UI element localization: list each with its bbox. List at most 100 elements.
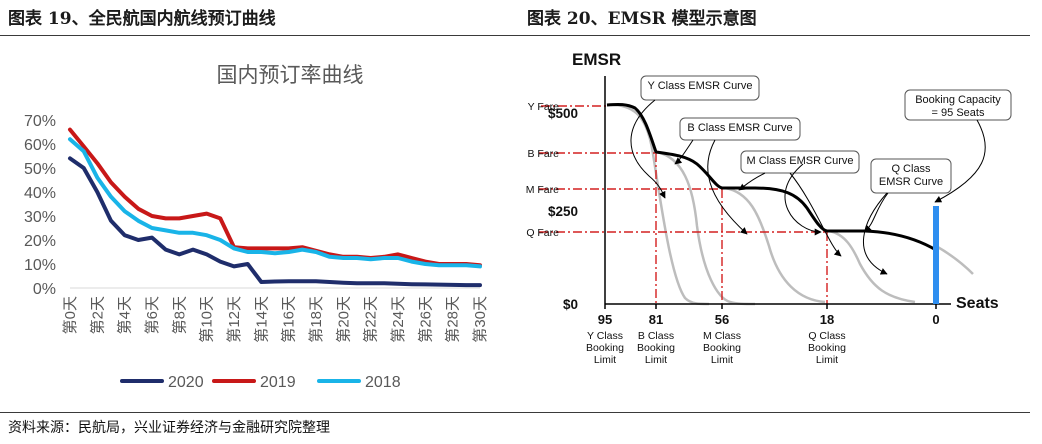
legend-label-2020: 2020 — [168, 374, 204, 391]
legend-label-2019: 2019 — [260, 374, 296, 391]
series-line-2018 — [68, 137, 482, 269]
y-tick-label: 20% — [24, 233, 56, 250]
x-tick-label: 第24天 — [389, 296, 407, 343]
emsr-y-tick-label: $0 — [563, 297, 578, 312]
y-tick-label: 70% — [24, 113, 56, 130]
booking-limit-label: Booking — [637, 342, 675, 354]
series-line-2020 — [68, 156, 482, 288]
x-tick-label: 第20天 — [334, 296, 352, 343]
callout-m-box — [740, 150, 860, 174]
booking-limit-label: Y Class — [587, 330, 623, 342]
callout-capacity-text: = 95 Seats — [932, 107, 985, 119]
callout-b-text: B Class EMSR Curve — [687, 122, 792, 134]
fare-label: M Fare — [526, 184, 559, 196]
callout-b-box — [679, 117, 801, 141]
callout-y-text: Y Class EMSR Curve — [648, 80, 753, 92]
x-tick-label: 第26天 — [416, 296, 434, 343]
figure-19-title: 图表 19、全民航国内航线预订曲线 — [8, 9, 276, 29]
emsr-chart: EMSR Y Class EMSR Curve B Class EMSR Curv… — [515, 36, 1042, 412]
callout-q-box — [870, 158, 952, 194]
fare-label: B Fare — [527, 148, 559, 160]
y-tick-label: 0% — [33, 281, 56, 298]
callout-capacity-text: Booking Capacity — [915, 94, 1001, 106]
callout-arrow-3 — [738, 172, 766, 191]
callout-arrow-5 — [784, 163, 822, 236]
callout-arrow-1 — [674, 139, 694, 165]
booking-curve-svg: 国内预订率曲线 0% 10% 20% 30% 40% 50% 60% 70% 第0天 第2天 第4… — [24, 64, 489, 391]
booking-seat-label: 56 — [715, 312, 729, 327]
x-tick-label: 第18天 — [307, 296, 325, 343]
fare-label: Y Fare — [528, 101, 559, 113]
x-tick-label: 第12天 — [225, 296, 243, 343]
emsr-labels: Y Fare B Fare M Fare Q Fare $500 $250 $0 95 Y Cl… — [526, 101, 999, 366]
x-tick-label: 第10天 — [198, 296, 216, 343]
x-tick-label: 第16天 — [280, 296, 298, 343]
booking-curve-chart: 国内预订率曲线 0% 10% 20% 30% 40% 50% 60% 70% 第0天 第2天 第4… — [0, 36, 515, 412]
fare-guide-lines — [539, 105, 828, 304]
callout-y-box — [640, 75, 760, 101]
x-tick-label: 第22天 — [362, 296, 380, 343]
booking-limit-label: Limit — [711, 354, 733, 366]
class-curve-0 — [606, 103, 710, 306]
emsr-title: EMSR — [572, 50, 621, 69]
emsr-y-tick-label: $250 — [548, 204, 578, 219]
class-emsr-curves — [606, 103, 974, 306]
booking-limit-label: Q Class — [808, 330, 845, 342]
legend: 2020 2019 2018 — [120, 374, 401, 391]
plot-lines — [68, 127, 482, 288]
emsr-y-tick-label: $500 — [548, 106, 578, 121]
emsr-svg: EMSR Y Class EMSR Curve B Class EMSR Curv… — [526, 50, 1012, 366]
y-tick-label: 40% — [24, 185, 56, 202]
y-axis: 0% 10% 20% 30% 40% 50% 60% 70% — [24, 113, 56, 298]
callout-arrow-4 — [789, 172, 842, 257]
chart-title: 国内预订率曲线 — [217, 64, 364, 87]
figure-20-title: 图表 20、EMSR 模型示意图 — [527, 9, 757, 29]
series-line-2019 — [68, 127, 482, 268]
callout-arrow-8 — [934, 119, 986, 203]
source-note: 资料来源：民航局，兴业证券经济与金融研究院整理 — [8, 420, 330, 436]
callout-arrow-7 — [862, 192, 888, 275]
x-tick-label: 第30天 — [471, 296, 489, 343]
y-tick-label: 50% — [24, 161, 56, 178]
x-tick-label: 第4天 — [116, 296, 134, 334]
fare-label: Q Fare — [526, 227, 559, 239]
booking-limit-label: B Class — [638, 330, 674, 342]
booking-seat-label: 95 — [598, 312, 612, 327]
emsr-axes — [604, 76, 951, 309]
callout-capacity-box — [904, 89, 1012, 121]
callout-q-text: EMSR Curve — [879, 176, 943, 188]
booking-limit-label: Limit — [594, 354, 616, 366]
x-tick-label: 第2天 — [88, 296, 106, 334]
x-tick-label: 第28天 — [444, 296, 462, 343]
y-tick-label: 10% — [24, 257, 56, 274]
composite-emsr-curve — [606, 102, 939, 304]
booking-seat-label: 0 — [932, 312, 939, 327]
emsr-x-axis-label: Seats — [956, 295, 999, 312]
legend-label-2018: 2018 — [365, 374, 401, 391]
callout-arrow-0 — [630, 99, 666, 199]
y-tick-label: 60% — [24, 137, 56, 154]
x-tick-label: 第14天 — [252, 296, 270, 343]
x-tick-label: 第0天 — [61, 296, 79, 334]
booking-limit-label: M Class — [703, 330, 741, 342]
callout-q-text: Q Class — [891, 163, 931, 175]
top-rule — [0, 35, 1030, 36]
x-tick-label: 第6天 — [143, 296, 161, 334]
booking-limit-label: Limit — [645, 354, 667, 366]
booking-seat-label: 18 — [820, 312, 834, 327]
class-curve-3 — [828, 229, 916, 304]
class-curve-2 — [724, 186, 826, 304]
callout-m-text: M Class EMSR Curve — [747, 155, 854, 167]
booking-seat-label: 81 — [649, 312, 663, 327]
callout-arrow-2 — [707, 139, 748, 235]
x-tick-label: 第8天 — [170, 296, 188, 334]
x-axis: 第0天 第2天 第4天 第6天 第8天 第10天 第12天 第14天 第16天 第18天 第20天第… — [61, 287, 489, 343]
y-tick-label: 30% — [24, 209, 56, 226]
booking-limit-label: Booking — [703, 342, 741, 354]
composite-emsr-line — [606, 102, 937, 252]
booking-limit-label: Limit — [816, 354, 838, 366]
booking-capacity-bar — [933, 206, 939, 304]
booking-limit-label: Booking — [808, 342, 846, 354]
callouts: Y Class EMSR Curve B Class EMSR Curve M Cl… — [630, 75, 1012, 275]
bottom-rule — [0, 412, 1030, 413]
